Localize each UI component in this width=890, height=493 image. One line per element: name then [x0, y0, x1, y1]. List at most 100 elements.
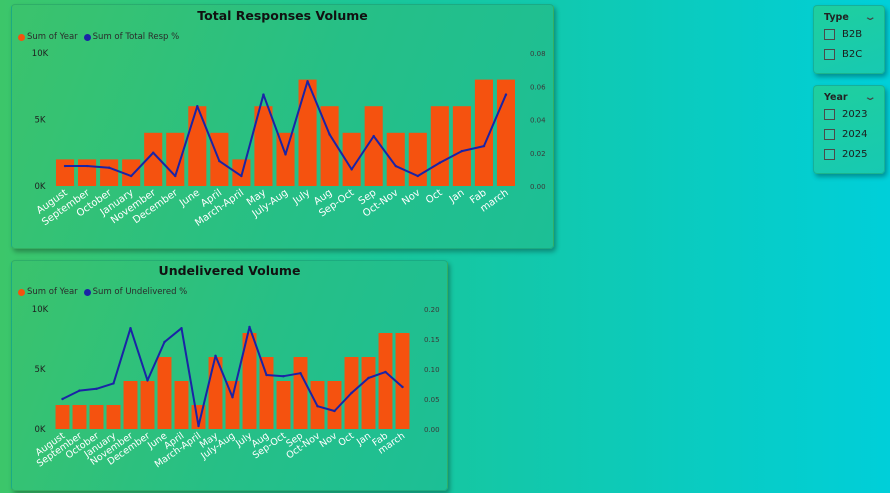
checkbox[interactable] — [824, 109, 835, 120]
bar — [89, 405, 104, 429]
bar — [276, 381, 291, 429]
checkbox[interactable] — [824, 29, 835, 40]
checkbox[interactable] — [824, 129, 835, 140]
bar — [474, 79, 493, 186]
undelivered-card[interactable]: Undelivered Volume Sum of Year Sum of Un… — [11, 260, 448, 491]
line-point — [218, 159, 221, 163]
bar — [106, 405, 121, 429]
y-axis-tick-right: 0.04 — [530, 117, 546, 125]
line-point — [240, 174, 243, 178]
option-label: 2023 — [842, 109, 868, 120]
option-label: 2025 — [842, 149, 868, 160]
slicer-option-b2c[interactable]: B2C — [824, 49, 862, 60]
bar — [174, 381, 189, 429]
line-point — [146, 379, 149, 382]
bar — [72, 405, 87, 429]
option-label: 2024 — [842, 129, 868, 140]
bar — [144, 132, 163, 186]
x-axis-tick: June — [177, 187, 202, 209]
legend-label: Sum of Total Resp % — [92, 32, 180, 42]
slicer-option-2023[interactable]: 2023 — [824, 109, 867, 120]
y-axis-tick-left: 0K — [35, 425, 46, 435]
slicer-option-2025[interactable]: 2025 — [824, 149, 867, 160]
bar — [293, 357, 308, 429]
line-point — [416, 174, 419, 178]
legend-item-bars[interactable]: Sum of Year — [18, 32, 78, 42]
bar — [78, 159, 97, 186]
bar — [55, 405, 70, 429]
legend-item-line[interactable]: Sum of Total Resp % — [83, 32, 180, 42]
chart-title: Undelivered Volume — [158, 263, 301, 278]
line-point — [180, 327, 183, 330]
y-axis-tick-left: 10K — [32, 49, 49, 59]
year-slicer[interactable]: Year ⌄ 2023 2024 2025 — [813, 85, 885, 174]
chart-title: Total Responses Volume — [197, 8, 368, 23]
option-label: B2C — [842, 49, 863, 60]
slicer-option-b2b[interactable]: B2B — [824, 29, 862, 40]
chart-legend: Sum of Year Sum of Total Resp % — [18, 32, 179, 42]
bar — [166, 132, 185, 186]
line-point — [333, 409, 336, 413]
bar — [123, 381, 138, 429]
slicer-header[interactable]: Year ⌄ — [824, 92, 877, 103]
legend-label: Sum of Year — [27, 32, 78, 42]
line-point — [350, 391, 353, 395]
line-point — [95, 387, 98, 390]
line-point — [174, 174, 177, 178]
option-label: B2B — [842, 29, 863, 40]
line-point — [350, 168, 353, 171]
line-point — [262, 93, 265, 96]
type-slicer[interactable]: Type ⌄ B2B B2C — [813, 5, 885, 74]
legend-swatch-orange — [18, 288, 25, 296]
line-point — [401, 385, 404, 389]
bar — [378, 333, 393, 429]
bar — [140, 381, 155, 429]
bar — [364, 106, 383, 186]
total-responses-card[interactable]: Total Responses Volume Sum of Year Sum o… — [11, 4, 554, 249]
bar — [395, 333, 410, 429]
y-axis-tick-left: 5K — [35, 365, 46, 375]
undelivered-plot[interactable]: 0K5K10K0.000.050.100.150.20AugustSeptemb… — [12, 261, 447, 490]
y-axis-tick-right: 0.15 — [424, 336, 440, 344]
line-point — [152, 151, 155, 154]
bar — [408, 132, 427, 186]
line-point — [248, 325, 251, 329]
total-responses-plot[interactable]: 0K5K10K0.000.020.040.060.08AugustSeptemb… — [12, 5, 553, 248]
x-axis-tick: Jan — [447, 187, 467, 205]
y-axis-tick-left: 0K — [35, 182, 46, 192]
bar — [298, 79, 317, 186]
x-axis-tick: Oct — [336, 430, 356, 449]
legend-swatch-blue — [83, 288, 91, 296]
line-point — [265, 373, 268, 377]
checkbox[interactable] — [824, 49, 835, 60]
y-axis-tick-left: 10K — [32, 305, 49, 315]
slicer-option-2024[interactable]: 2024 — [824, 129, 867, 140]
line-point — [282, 375, 285, 378]
bar — [276, 132, 295, 186]
line-point — [482, 144, 486, 148]
line-point — [306, 80, 309, 83]
bar — [361, 357, 376, 429]
slicer-title: Year — [824, 92, 848, 103]
line-point — [112, 382, 115, 385]
legend-item-bars[interactable]: Sum of Year — [18, 287, 78, 297]
line-point — [231, 396, 234, 399]
bar — [386, 132, 405, 186]
line-point — [367, 376, 370, 380]
legend-label: Sum of Undelivered % — [92, 287, 188, 297]
x-axis-tick: Oct — [424, 187, 445, 206]
chevron-down-icon[interactable]: ⌄ — [863, 12, 877, 23]
line-point — [316, 405, 319, 408]
chevron-down-icon[interactable]: ⌄ — [863, 92, 877, 103]
line-point — [63, 164, 67, 168]
legend-item-line[interactable]: Sum of Undelivered % — [83, 287, 188, 297]
line-point — [85, 164, 89, 168]
slicer-header[interactable]: Type ⌄ — [824, 12, 877, 23]
y-axis-tick-left: 5K — [35, 116, 46, 126]
line-point — [78, 389, 81, 392]
y-axis-tick-right: 0.00 — [530, 183, 546, 191]
line-point — [438, 161, 442, 164]
checkbox[interactable] — [824, 149, 835, 160]
bar — [259, 357, 274, 429]
line-point — [197, 424, 200, 428]
